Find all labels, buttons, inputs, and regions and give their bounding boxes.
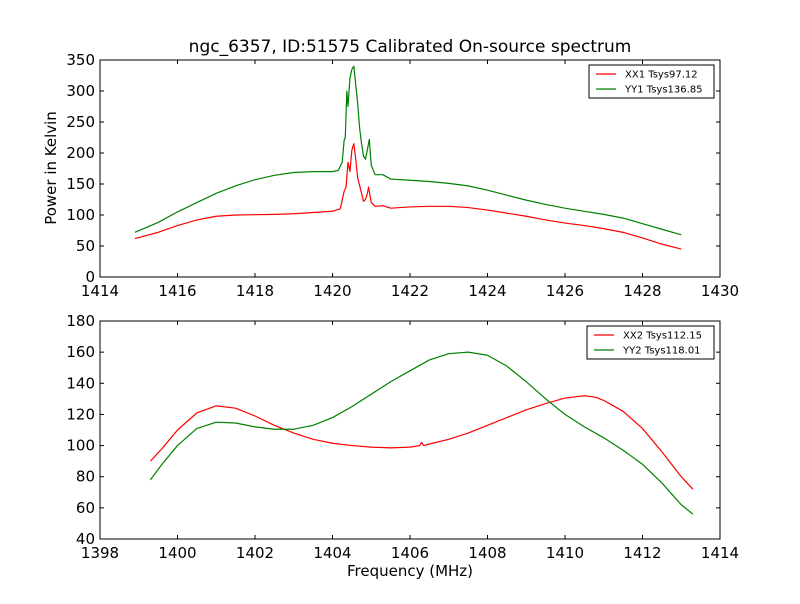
top-legend-label-xx1: XX1 Tsys97.12 [625, 70, 698, 81]
bottom-legend-label-yy2: YY2 Tsys118.01 [622, 346, 701, 357]
bottom-y-axis: 40 60 80 100 120 140 160 180 [66, 312, 720, 548]
top-legend-label-yy1: YY1 Tsys136.85 [624, 85, 703, 96]
x-tick-label: 1404 [313, 544, 351, 562]
y-tick-label: 60 [76, 499, 95, 517]
x-tick-label: 1426 [546, 282, 584, 300]
bottom-legend: XX2 Tsys112.15 YY2 Tsys118.01 [586, 325, 715, 360]
y-tick-label: 160 [66, 343, 95, 361]
y-tick-label: 250 [66, 113, 95, 131]
y-tick-label: 150 [66, 175, 95, 193]
top-plot: Power in Kelvin 1414 1416 1418 1420 1422 1424… [42, 51, 739, 300]
y-tick-label: 100 [66, 437, 95, 455]
top-series-lines [134, 65, 682, 250]
chart-title: ngc_6357, ID:51575 Calibrated On-source … [189, 37, 632, 57]
y-tick-label: 80 [76, 468, 95, 486]
x-tick-label: 1406 [391, 544, 429, 562]
x-tick-label: 1400 [158, 544, 196, 562]
x-tick-label: 1412 [623, 544, 661, 562]
x-tick-label: 1418 [236, 282, 274, 300]
x-tick-label: 1430 [701, 282, 739, 300]
y-tick-label: 0 [85, 268, 95, 286]
x-tick-label: 1416 [158, 282, 196, 300]
bottom-plot: 1398 1400 1402 1404 1406 1408 1410 1412 1414 40 6… [66, 312, 739, 580]
top-legend-box [588, 64, 715, 99]
series-line-xx1 [134, 143, 682, 250]
x-tick-label: 1414 [701, 544, 739, 562]
series-line-yy2 [149, 351, 694, 515]
y-tick-label: 180 [66, 312, 95, 330]
x-tick-label: 1414 [81, 282, 119, 300]
top-y-axis-label: Power in Kelvin [42, 111, 60, 225]
series-line-xx2 [149, 395, 694, 490]
y-tick-label: 120 [66, 405, 95, 423]
y-tick-label: 140 [66, 374, 95, 392]
y-tick-label: 50 [76, 237, 95, 255]
x-tick-label: 1422 [391, 282, 429, 300]
y-tick-label: 200 [66, 144, 95, 162]
x-axis-label: Frequency (MHz) [347, 562, 473, 580]
bottom-x-axis: 1398 1400 1402 1404 1406 1408 1410 1412 1414 [81, 321, 739, 562]
bottom-series-lines [149, 351, 694, 515]
y-tick-label: 300 [66, 82, 95, 100]
top-y-axis: 0 50 100 150 200 250 300 350 [66, 51, 720, 286]
y-tick-label: 100 [66, 206, 95, 224]
x-tick-label: 1402 [236, 544, 274, 562]
x-tick-label: 1424 [468, 282, 506, 300]
top-legend: XX1 Tsys97.12 YY1 Tsys136.85 [588, 64, 715, 99]
series-line-yy1 [134, 65, 682, 236]
x-tick-label: 1428 [623, 282, 661, 300]
x-tick-label: 1398 [81, 544, 119, 562]
top-x-axis: 1414 1416 1418 1420 1422 1424 1426 1428 1430 [81, 60, 739, 300]
bottom-legend-box [586, 325, 715, 360]
x-tick-label: 1408 [468, 544, 506, 562]
x-tick-label: 1410 [546, 544, 584, 562]
y-tick-label: 40 [76, 530, 95, 548]
bottom-legend-label-xx2: XX2 Tsys112.15 [623, 331, 702, 342]
x-tick-label: 1420 [313, 282, 351, 300]
y-tick-label: 350 [66, 51, 95, 69]
